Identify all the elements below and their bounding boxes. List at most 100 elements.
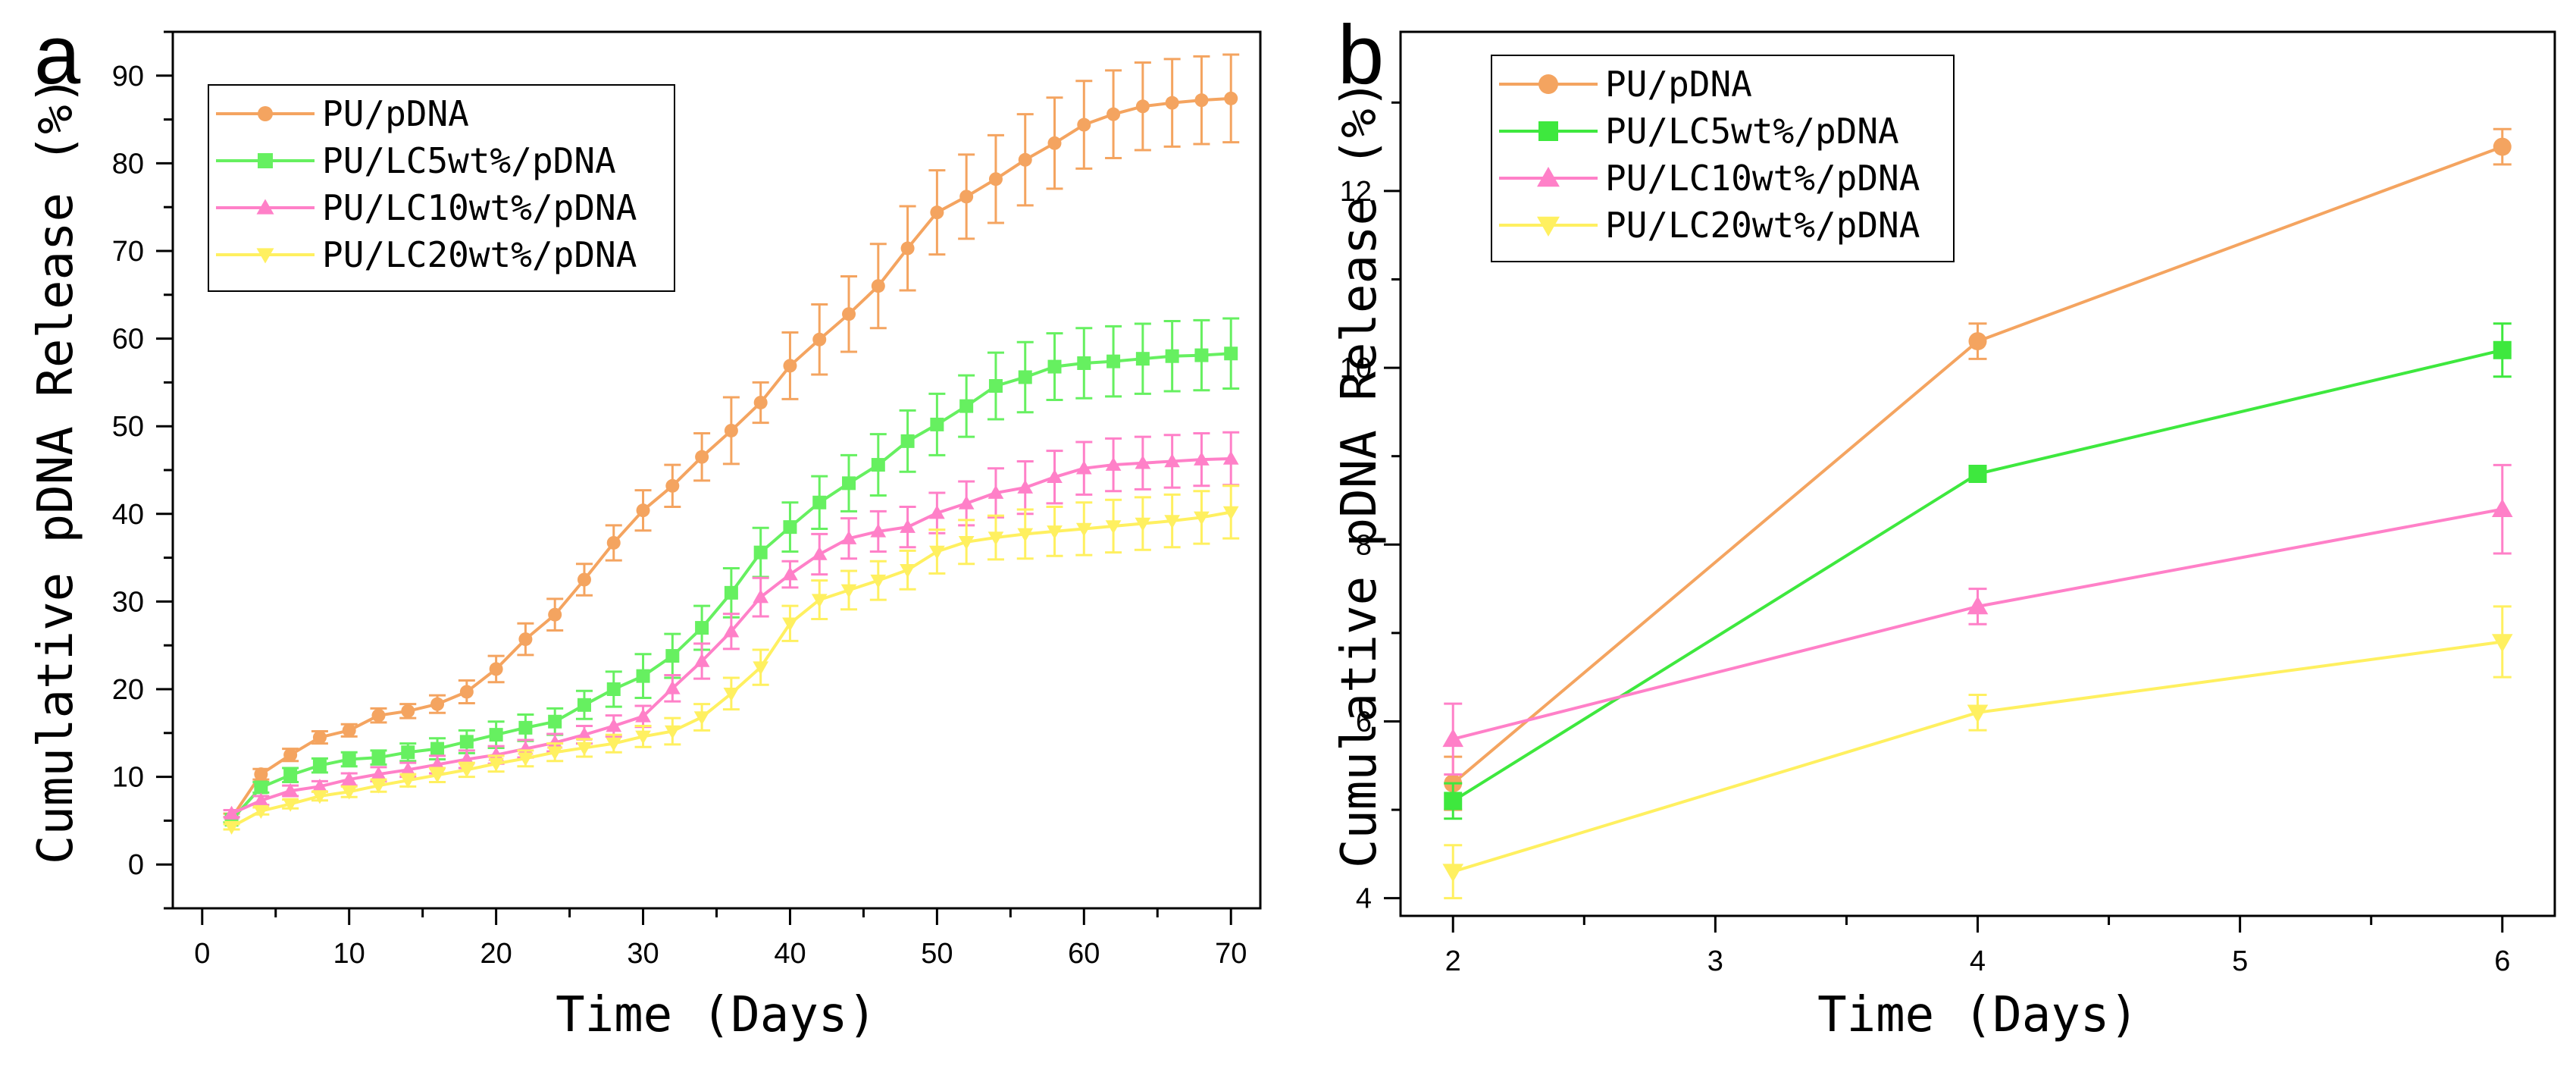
data-point [988, 531, 1004, 546]
data-point [665, 478, 680, 493]
data-point [1047, 136, 1062, 150]
panel-b: b 2 3 4 5 6 4 6 8 10 12 Time (Days) Cumulative pDNA… [1332, 8, 2556, 1043]
panel-letter-a: a [34, 8, 81, 102]
data-point [753, 661, 769, 676]
data-point [283, 748, 298, 762]
legend-a: PU/pDNA PU/LC5wt%/pDNA PU/LC10wt%/pDNA PU/L… [208, 84, 675, 292]
data-point [429, 769, 446, 783]
x-tick-label-b: 6 [2494, 945, 2510, 977]
data-point [312, 758, 327, 773]
data-point [753, 545, 768, 560]
data-point [1967, 596, 1989, 615]
x-tick-label-b: 4 [1970, 945, 1986, 977]
data-point [988, 379, 1003, 393]
data-point [840, 584, 857, 598]
y-axis-title-b: Cumulative pDNA Release (%) [1332, 80, 1388, 868]
data-point [546, 735, 563, 749]
data-point [1047, 359, 1062, 374]
data-point [576, 741, 593, 756]
data-point [577, 698, 591, 712]
data-point [783, 520, 797, 535]
legend-marker [1538, 121, 1558, 141]
data-point [929, 545, 945, 560]
data-point [665, 649, 680, 663]
legend-label: PU/LC10wt%/pDNA [1605, 158, 1920, 199]
data-point [342, 723, 356, 738]
x-tick-label-a: 30 [627, 938, 659, 970]
data-point [664, 680, 681, 694]
data-point [811, 546, 828, 560]
legend-label: PU/LC5wt%/pDNA [322, 140, 616, 181]
data-point [518, 632, 533, 647]
data-point [341, 771, 358, 785]
legend-marker [258, 106, 273, 121]
data-point [930, 417, 944, 431]
y-tick-label-b: 10 [1340, 353, 1372, 384]
data-point [548, 607, 562, 622]
data-point [840, 530, 857, 544]
data-point [518, 752, 534, 767]
legend-label: PU/LC20wt%/pDNA [322, 234, 637, 275]
data-point [635, 708, 651, 723]
data-point [1017, 479, 1034, 494]
data-point [546, 746, 563, 760]
legend-marker [1537, 216, 1560, 237]
data-point [753, 589, 769, 604]
data-point [1077, 118, 1091, 132]
data-point [900, 564, 916, 578]
data-point [636, 669, 650, 683]
data-point [1222, 506, 1239, 520]
data-point [606, 718, 622, 732]
y-tick-label-a: 40 [112, 499, 144, 531]
data-point [1444, 792, 1463, 810]
series-a-0 [223, 53, 1240, 825]
data-point [489, 728, 503, 742]
data-point [1194, 511, 1210, 525]
data-point [1075, 522, 1092, 537]
data-point [341, 785, 358, 800]
legend-label: PU/pDNA [322, 93, 469, 134]
data-point [1222, 450, 1239, 465]
data-point [693, 653, 710, 667]
series-b-2 [1442, 463, 2513, 776]
data-point [1017, 528, 1034, 542]
x-tick-label-b: 3 [1707, 945, 1723, 977]
data-point [900, 519, 916, 533]
data-point [1165, 96, 1179, 110]
y-tick-label-b: 4 [1356, 883, 1372, 915]
legend-label: PU/LC5wt%/pDNA [1605, 111, 1899, 152]
data-point [870, 523, 887, 538]
data-point [253, 792, 269, 807]
y-tick-label-a: 60 [112, 324, 144, 356]
legend-frame [1491, 55, 1955, 262]
legend-marker [1538, 74, 1558, 94]
data-point [518, 720, 533, 735]
data-point [254, 780, 268, 795]
data-point [2491, 634, 2513, 653]
legend-marker [258, 153, 273, 168]
data-point [459, 685, 474, 699]
data-point [459, 763, 475, 778]
x-tick-label-b: 2 [1445, 945, 1461, 977]
data-point [664, 725, 681, 739]
data-point [430, 741, 445, 756]
legend-marker [256, 248, 274, 264]
series-line [1452, 640, 2503, 873]
x-tick-label-a: 40 [774, 938, 806, 970]
y-tick-label-a: 50 [112, 411, 144, 443]
data-point [958, 536, 975, 550]
data-point [1135, 352, 1150, 366]
data-point [577, 572, 591, 587]
data-point [988, 484, 1004, 499]
data-point [371, 751, 386, 765]
data-point [312, 730, 327, 745]
data-point [871, 279, 885, 293]
data-point [1106, 354, 1121, 368]
data-point [1105, 520, 1122, 535]
data-point [870, 574, 887, 589]
x-tick-label-b: 5 [2232, 945, 2248, 977]
data-point [695, 621, 709, 635]
data-point [459, 735, 474, 749]
data-point [1165, 349, 1179, 363]
data-point [489, 662, 503, 676]
